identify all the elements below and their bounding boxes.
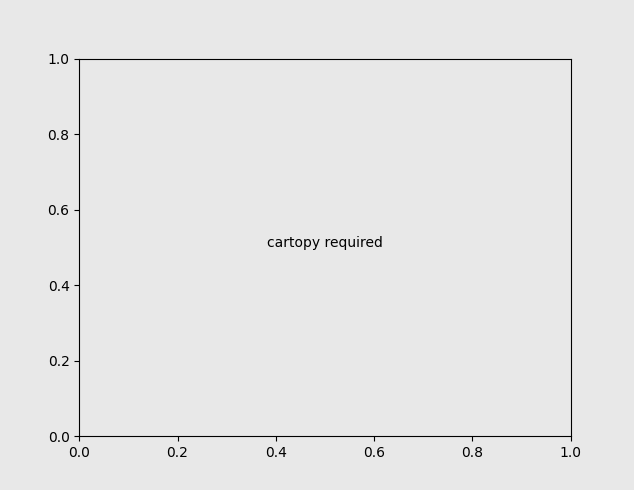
- Text: cartopy required: cartopy required: [267, 237, 383, 250]
